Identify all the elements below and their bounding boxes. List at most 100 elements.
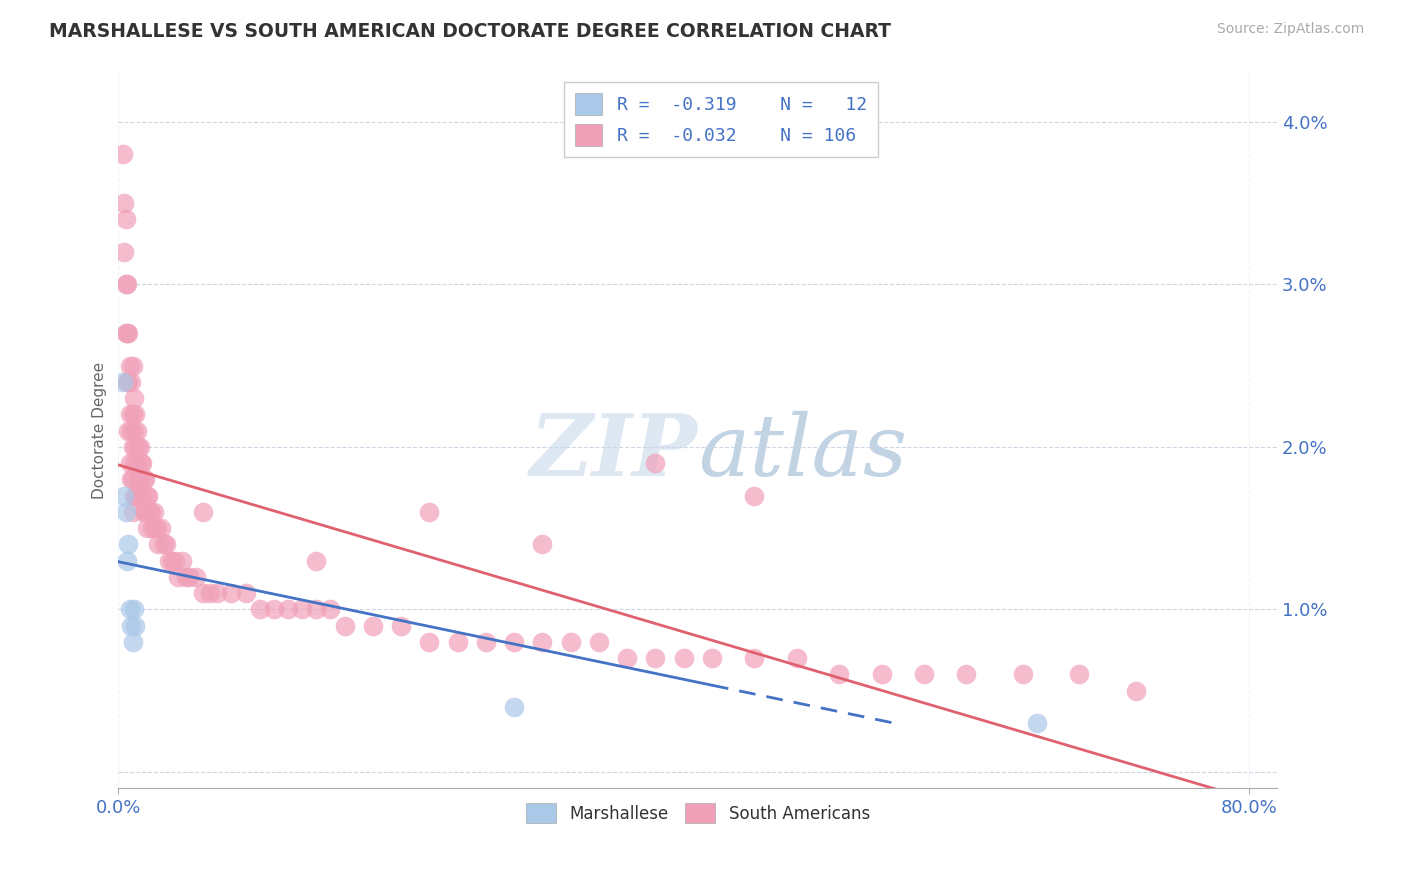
Point — [114, 505, 136, 519]
Point — [125, 424, 148, 438]
Point — [124, 618, 146, 632]
Point — [135, 489, 157, 503]
Point — [531, 537, 554, 551]
Point — [121, 359, 143, 373]
Point — [207, 586, 229, 600]
Point — [503, 635, 526, 649]
Point — [503, 700, 526, 714]
Point — [1012, 667, 1035, 681]
Point — [124, 407, 146, 421]
Text: ZIP: ZIP — [530, 410, 697, 494]
Point — [125, 456, 148, 470]
Point — [644, 651, 666, 665]
Point — [136, 489, 159, 503]
Point — [193, 505, 215, 519]
Text: MARSHALLESE VS SOUTH AMERICAN DOCTORATE DEGREE CORRELATION CHART: MARSHALLESE VS SOUTH AMERICAN DOCTORATE … — [49, 22, 891, 41]
Point — [177, 570, 200, 584]
Point — [146, 537, 169, 551]
Text: Source: ZipAtlas.com: Source: ZipAtlas.com — [1216, 22, 1364, 37]
Point — [193, 586, 215, 600]
Legend: Marshallese, South Americans: Marshallese, South Americans — [519, 797, 876, 830]
Point — [125, 489, 148, 503]
Point — [115, 277, 138, 292]
Point — [129, 456, 152, 470]
Point — [291, 602, 314, 616]
Point — [319, 602, 342, 616]
Point — [361, 618, 384, 632]
Point — [1069, 667, 1091, 681]
Point — [121, 505, 143, 519]
Point — [446, 635, 468, 649]
Point — [117, 326, 139, 340]
Point — [305, 602, 328, 616]
Point — [143, 521, 166, 535]
Point — [588, 635, 610, 649]
Point — [127, 440, 149, 454]
Point — [160, 554, 183, 568]
Point — [560, 635, 582, 649]
Point — [149, 521, 172, 535]
Point — [128, 440, 150, 454]
Point — [170, 554, 193, 568]
Point — [111, 147, 134, 161]
Point — [122, 489, 145, 503]
Point — [221, 586, 243, 600]
Point — [305, 554, 328, 568]
Point — [120, 618, 142, 632]
Point — [117, 375, 139, 389]
Point — [132, 505, 155, 519]
Point — [124, 489, 146, 503]
Point — [249, 602, 271, 616]
Point — [121, 472, 143, 486]
Point — [129, 489, 152, 503]
Point — [138, 505, 160, 519]
Point — [131, 456, 153, 470]
Point — [122, 391, 145, 405]
Point — [145, 521, 167, 535]
Point — [112, 196, 135, 211]
Point — [955, 667, 977, 681]
Point — [134, 505, 156, 519]
Point — [235, 586, 257, 600]
Point — [616, 651, 638, 665]
Point — [157, 554, 180, 568]
Point — [912, 667, 935, 681]
Point — [111, 375, 134, 389]
Text: atlas: atlas — [697, 410, 907, 493]
Point — [121, 635, 143, 649]
Point — [118, 407, 141, 421]
Point — [114, 212, 136, 227]
Point — [120, 375, 142, 389]
Point — [475, 635, 498, 649]
Point — [418, 505, 440, 519]
Point — [122, 602, 145, 616]
Point — [672, 651, 695, 665]
Point — [744, 651, 766, 665]
Point — [117, 537, 139, 551]
Point — [115, 554, 138, 568]
Point — [1125, 683, 1147, 698]
Point — [112, 489, 135, 503]
Point — [127, 472, 149, 486]
Point — [117, 424, 139, 438]
Point — [112, 244, 135, 259]
Point — [700, 651, 723, 665]
Point — [122, 424, 145, 438]
Point — [114, 277, 136, 292]
Point — [121, 440, 143, 454]
Point — [186, 570, 208, 584]
Point — [531, 635, 554, 649]
Point — [122, 456, 145, 470]
Point — [389, 618, 412, 632]
Point — [644, 456, 666, 470]
Point — [786, 651, 808, 665]
Point — [121, 407, 143, 421]
Point — [1026, 716, 1049, 731]
Point — [163, 554, 186, 568]
Point — [200, 586, 222, 600]
Point — [139, 505, 162, 519]
Point — [418, 635, 440, 649]
Point — [132, 472, 155, 486]
Point — [131, 489, 153, 503]
Point — [333, 618, 356, 632]
